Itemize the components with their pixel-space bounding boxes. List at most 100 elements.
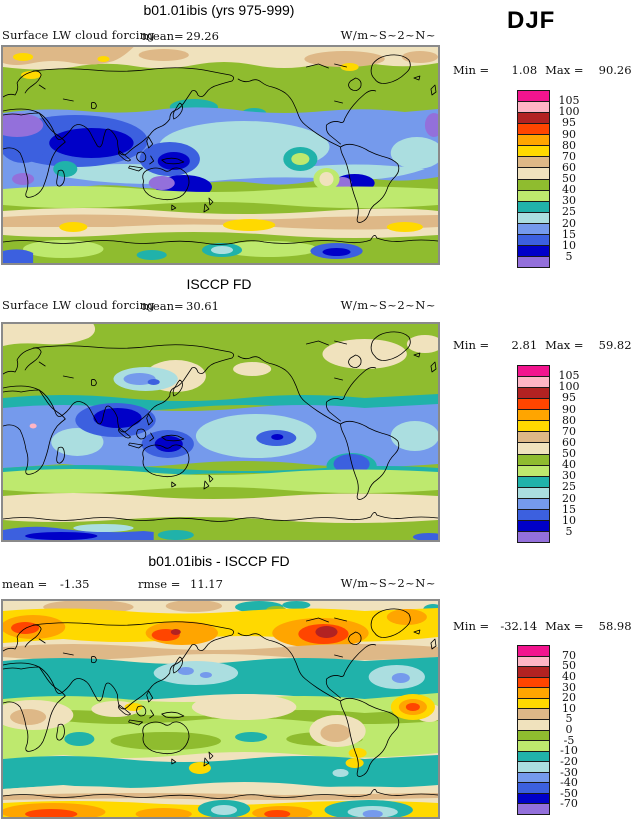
panel2-units-label: W/m~S~2~N~: [340, 298, 436, 312]
colorbar-tick-label: 5: [565, 524, 573, 538]
colorbar-tick-label: 20: [562, 691, 576, 705]
panel1-mean-label: mean=: [142, 29, 184, 43]
panel3-stats-row: mean = -1.35 rmse = 11.17 W/m~S~2~N~: [0, 576, 437, 591]
colorbar-tick-label: 50: [562, 172, 576, 185]
panel1-variable-label: Surface LW cloud forcing: [2, 28, 155, 42]
panel1-stats-row: Surface LW cloud forcing mean= 29.26 W/m…: [0, 28, 437, 43]
colorbar-tick-label: 0: [565, 723, 573, 736]
colorbar-tick-label: 40: [562, 183, 576, 197]
colorbar-swatch: [518, 200, 549, 212]
model-contour-map: [3, 47, 438, 263]
colorbar-swatches: [517, 365, 550, 543]
panel3-min-label: Min =: [453, 619, 490, 633]
colorbar-swatch: [518, 740, 549, 751]
colorbar-swatch: [518, 255, 549, 267]
colorbar-tick-label: 90: [562, 127, 576, 141]
colorbar-tick-label: -5: [563, 733, 575, 747]
colorbar-tick-label: -40: [560, 776, 578, 790]
colorbar-swatch: [518, 156, 549, 168]
colorbar-swatch: [518, 366, 549, 377]
season-label: DJF: [507, 7, 556, 34]
panel3-map-difference: [1, 599, 440, 819]
colorbar-swatch: [518, 676, 549, 688]
colorbar-swatches: [517, 90, 550, 268]
colorbar-tick-label: 95: [562, 391, 576, 405]
colorbar-swatch: [518, 178, 549, 190]
colorbar-swatch: [518, 387, 549, 399]
panel1-mean-value: 29.26: [186, 29, 219, 43]
panel3-mean-label: mean =: [2, 577, 48, 591]
panel2-title: ISCCP FD: [186, 276, 252, 292]
colorbar-tick-label: 30: [562, 680, 576, 694]
panel1-units-label: W/m~S~2~N~: [340, 28, 436, 42]
colorbar-tick-label: 95: [562, 116, 576, 130]
colorbar-swatch: [518, 718, 549, 730]
colorbar-swatch: [518, 420, 549, 432]
colorbar-swatch: [518, 655, 549, 667]
colorbar-tick-label: 10: [562, 701, 576, 715]
colorbar-tick-label: 50: [562, 659, 576, 673]
colorbar-tick-label: 60: [562, 160, 576, 174]
colorbar-tick-label: 40: [562, 458, 576, 472]
panel1-map-model: [1, 45, 440, 265]
colorbar-swatch: [518, 453, 549, 465]
panel3-title: b01.01ibis - ISCCP FD: [148, 553, 290, 569]
colorbar-tick-label: 20: [562, 491, 576, 505]
colorbar-swatch: [518, 530, 549, 542]
colorbar-swatch: [518, 708, 549, 719]
obs-contour-map: [3, 324, 438, 540]
colorbar-tick-label: -50: [560, 786, 578, 800]
panel3-colorbar: 70 50 40 30 20 10 5 0 -5 -10 -20 -30 -40 -50 -70: [517, 645, 578, 815]
colorbar-tick-label: 70: [562, 149, 576, 163]
colorbar-tick-label: 105: [558, 94, 580, 108]
panel2-variable-label: Surface LW cloud forcing: [2, 298, 155, 312]
colorbar-swatch: [518, 376, 549, 388]
colorbar-tick-label: 80: [562, 413, 576, 427]
panel1-min-label: Min =: [453, 63, 490, 77]
colorbar-tick-label: -70: [560, 797, 578, 811]
colorbar-swatches: [517, 645, 550, 815]
colorbar-tick-label: 15: [562, 227, 576, 241]
colorbar-tick-label: 5: [565, 712, 573, 726]
panel1-colorbar: 105 100 95 90 80 70 60 50 40 30 25 20 15 10 5: [517, 90, 580, 268]
colorbar-swatch: [518, 803, 549, 814]
colorbar-tick-label: 25: [562, 480, 576, 494]
colorbar-swatch: [518, 646, 549, 656]
panel3-rmse-label: rmse =: [138, 577, 181, 591]
panel2-max-label: Max =: [545, 338, 584, 352]
colorbar-labels: 105 100 95 90 80 70 60 50 40 30 25 20 15 10 5: [554, 90, 584, 268]
colorbar-tick-label: 70: [562, 648, 576, 662]
colorbar-tick-label: -20: [560, 754, 578, 768]
colorbar-swatch: [518, 750, 549, 762]
colorbar-tick-label: 40: [562, 669, 576, 683]
difference-contour-map: [3, 601, 438, 817]
panel1-max-value: 90.26: [598, 63, 632, 77]
colorbar-swatch: [518, 771, 549, 783]
colorbar-tick-label: 15: [562, 502, 576, 516]
panel3-min-value: -32.14: [500, 619, 538, 633]
colorbar-swatch: [518, 222, 549, 234]
colorbar-swatch: [518, 211, 549, 223]
colorbar-tick-label: 105: [558, 369, 580, 383]
panel1-minmax: Min = 1.08 Max = 90.26: [453, 63, 633, 77]
colorbar-tick-label: 100: [558, 380, 580, 394]
colorbar-swatch: [518, 729, 549, 741]
colorbar-swatch: [518, 519, 549, 531]
colorbar-swatch: [518, 167, 549, 179]
colorbar-tick-label: 70: [562, 424, 576, 438]
colorbar-swatch: [518, 697, 549, 709]
panel1-title: b01.01ibis (yrs 975-999): [143, 2, 295, 18]
colorbar-swatch: [518, 687, 549, 698]
panel2-minmax: Min = 2.81 Max = 59.82: [453, 338, 633, 352]
colorbar-swatch: [518, 145, 549, 157]
panel3-max-label: Max =: [545, 619, 584, 633]
colorbar-swatch: [518, 486, 549, 498]
colorbar-tick-label: 10: [562, 513, 576, 527]
panel3-mean-value: -1.35: [60, 577, 90, 591]
colorbar-swatch: [518, 101, 549, 113]
panel3-minmax: Min = -32.14 Max = 58.98: [453, 619, 633, 633]
colorbar-tick-label: -10: [560, 744, 578, 758]
colorbar-swatch: [518, 91, 549, 102]
colorbar-swatch: [518, 431, 549, 443]
